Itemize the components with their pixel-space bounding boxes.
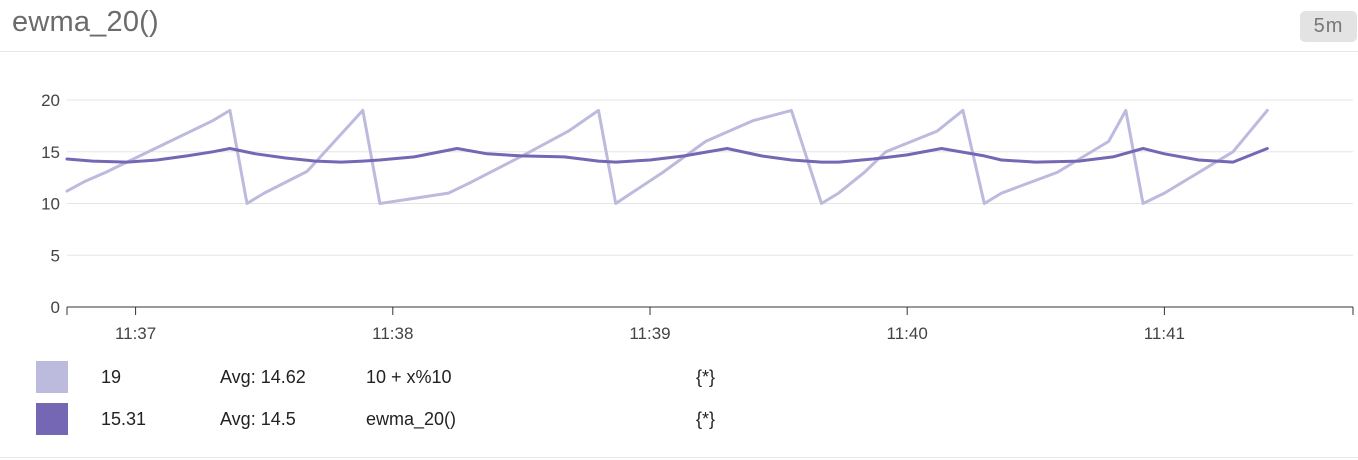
legend-value: 15.31	[101, 409, 146, 430]
y-tick-label: 5	[51, 246, 60, 265]
legend-scope: {*}	[696, 409, 715, 430]
widget-title: ewma_20()	[12, 6, 159, 39]
x-tick-label: 11:40	[887, 324, 928, 342]
x-tick-label: 11:41	[1144, 324, 1185, 342]
x-tick-label: 11:38	[372, 324, 413, 342]
legend-swatch	[36, 403, 68, 435]
legend-value: 19	[101, 367, 121, 388]
x-tick-label: 11:37	[115, 324, 156, 342]
grid-lines	[67, 100, 1353, 255]
y-tick-label: 10	[41, 195, 60, 214]
footer-divider	[0, 457, 1358, 458]
line-chart: 0 5 10 15 20 11:37 11:38 11:39 11:40 11:41	[0, 52, 1358, 342]
legend-swatch	[36, 361, 68, 393]
series-lines	[67, 110, 1267, 203]
y-tick-label: 15	[41, 143, 60, 162]
time-range-badge[interactable]: 5m	[1300, 11, 1357, 42]
widget-header: ewma_20() 5m	[0, 0, 1358, 52]
legend-query: 10 + x%10	[366, 367, 452, 388]
legend-row-series-2[interactable]: 15.31 Avg: 14.5 ewma_20() {*}	[0, 401, 1358, 441]
legend-average: Avg: 14.5	[220, 409, 296, 430]
y-tick-label: 20	[41, 91, 60, 110]
x-tick-label: 11:39	[629, 324, 670, 342]
legend-row-series-1[interactable]: 19 Avg: 14.62 10 + x%10 {*}	[0, 359, 1358, 399]
legend-query: ewma_20()	[366, 409, 456, 430]
legend-average: Avg: 14.62	[220, 367, 306, 388]
y-tick-label: 0	[51, 298, 60, 317]
x-axis: 11:37 11:38 11:39 11:40 11:41	[67, 307, 1353, 342]
legend-scope: {*}	[696, 367, 715, 388]
y-axis: 0 5 10 15 20	[41, 91, 60, 317]
